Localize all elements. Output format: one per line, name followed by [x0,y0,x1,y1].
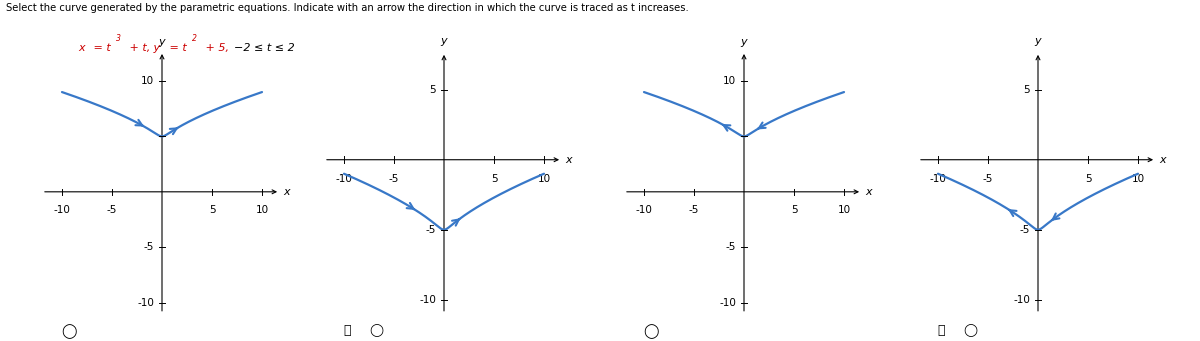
Text: 5: 5 [209,205,215,215]
Text: -5: -5 [426,225,437,235]
Text: 10: 10 [142,76,154,86]
Text: ⓘ: ⓘ [343,324,350,337]
Text: -10: -10 [137,298,154,308]
Text: ◯: ◯ [61,324,77,339]
Text: -10: -10 [719,298,737,308]
Text: 10: 10 [256,205,269,215]
Text: + t,: + t, [126,43,150,53]
Text: 2: 2 [192,34,197,43]
Text: ◯: ◯ [370,324,384,337]
Text: y: y [150,43,160,53]
Text: y: y [740,36,748,47]
Text: -5: -5 [389,174,400,184]
Text: 5: 5 [1024,85,1030,95]
Text: x: x [565,155,571,165]
Text: 5: 5 [491,174,497,184]
Text: -10: -10 [1013,295,1030,305]
Text: x: x [1159,155,1165,165]
Text: 5: 5 [791,205,797,215]
Text: -5: -5 [726,242,737,252]
Text: 5: 5 [1085,174,1091,184]
Text: 10: 10 [538,174,551,184]
Text: -5: -5 [144,242,154,252]
Text: ◯: ◯ [643,324,659,339]
Text: x: x [865,187,871,197]
Text: -5: -5 [107,205,118,215]
Text: 10: 10 [1132,174,1145,184]
Text: -10: -10 [54,205,71,215]
Text: −2 ≤ t ≤ 2: −2 ≤ t ≤ 2 [227,43,294,53]
Text: -10: -10 [419,295,437,305]
Text: ◯: ◯ [964,324,978,337]
Text: x: x [283,187,289,197]
Text: = t: = t [166,43,186,53]
Text: -10: -10 [930,174,947,184]
Text: = t: = t [90,43,110,53]
Text: -10: -10 [336,174,353,184]
Text: -5: -5 [1020,225,1030,235]
Text: ⓘ: ⓘ [937,324,944,337]
Text: y: y [1034,36,1042,46]
Text: 10: 10 [838,205,851,215]
Text: -5: -5 [689,205,700,215]
Text: -10: -10 [636,205,653,215]
Text: 10: 10 [724,76,737,86]
Text: -5: -5 [983,174,994,184]
Text: y: y [158,36,166,47]
Text: x: x [78,43,85,53]
Text: 5: 5 [430,85,437,95]
Text: 3: 3 [116,34,121,43]
Text: + 5,: + 5, [202,43,228,53]
Text: y: y [440,36,448,46]
Text: Select the curve generated by the parametric equations. Indicate with an arrow t: Select the curve generated by the parame… [6,3,689,13]
